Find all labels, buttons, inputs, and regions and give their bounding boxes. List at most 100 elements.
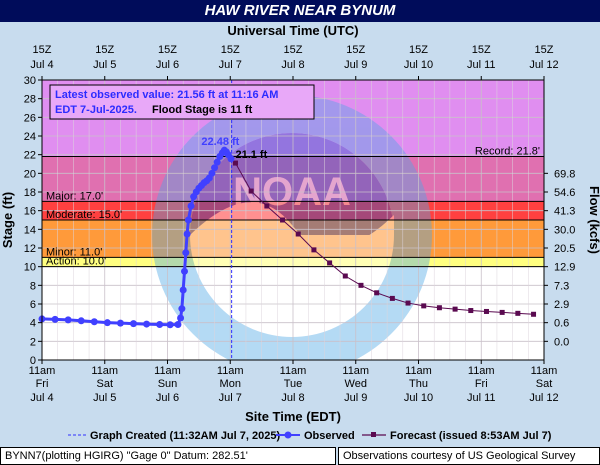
forecast-point: [374, 290, 380, 296]
observed-point: [180, 267, 188, 275]
observed-point: [103, 319, 111, 327]
forecast-point: [499, 309, 505, 315]
x-tick-day: Thu: [409, 378, 428, 390]
y-tick-label: 4: [30, 318, 36, 330]
y-axis-title: Stage (ft): [0, 192, 15, 248]
observed-point: [179, 286, 187, 294]
observed-point: [208, 169, 216, 177]
x2-tick-time: 15Z: [221, 44, 240, 56]
x2-tick-time: 15Z: [33, 44, 52, 56]
flow-tick-label: 54.6: [554, 187, 575, 199]
noaa-emblem: NOAA: [152, 95, 432, 360]
x-tick-date: Jul 6: [156, 392, 179, 404]
forecast-point: [248, 188, 254, 194]
flow-tick-label: 0.6: [554, 318, 569, 330]
x-tick-time: 11am: [29, 365, 56, 377]
observed-point: [227, 155, 235, 163]
observed-peak-label: 22.48 ft: [201, 136, 239, 148]
x-tick-time: 11am: [280, 365, 307, 377]
x2-tick-date: Jul 7: [219, 59, 242, 71]
x-axis-title: Site Time (EDT): [245, 409, 341, 424]
forecast-point: [468, 308, 474, 314]
emblem-upper-half: [190, 133, 394, 235]
y-tick-label: 12: [24, 243, 36, 255]
emblem-gull: [190, 202, 394, 248]
threshold-lines: Record: 21.8' Major: 17.0' Moderate: 15.0'…: [42, 80, 544, 360]
latest-value-line2: EDT 7-Jul-2025.: [55, 104, 137, 116]
flow-tick-label: 69.8: [554, 168, 575, 180]
observed-point: [178, 305, 186, 313]
threshold-label-moderate: Moderate: 15.0': [46, 209, 122, 221]
flow-tick-label: 7.3: [554, 280, 569, 292]
y-tick-label: 16: [24, 206, 36, 218]
x-tick-date: Jul 10: [404, 392, 433, 404]
forecast-point: [295, 231, 301, 237]
x-tick-time: 11am: [217, 365, 244, 377]
y-tick-label: 10: [24, 262, 36, 274]
forecast-point: [342, 273, 348, 279]
x2-tick-date: Jul 10: [404, 59, 433, 71]
chart-title: HAW RIVER NEAR BYNUM: [204, 2, 396, 19]
x-tick-day: Sat: [96, 378, 113, 390]
forecast-point: [280, 217, 286, 223]
x-tick-time: 11am: [405, 365, 432, 377]
x-tick-time: 11am: [154, 365, 181, 377]
x2-tick-date: Jul 8: [281, 59, 304, 71]
flood-stage-text: Flood Stage is 11 ft: [152, 104, 253, 116]
threshold-label-major: Major: 17.0': [46, 190, 103, 202]
flow-tick-label: 12.9: [554, 262, 575, 274]
observed-point: [77, 317, 85, 325]
x2-tick-time: 15Z: [158, 44, 177, 56]
x2-tick-time: 15Z: [409, 44, 428, 56]
forecast-point: [311, 247, 317, 253]
observed-point: [183, 230, 191, 238]
x-tick-day: Wed: [345, 378, 367, 390]
footer-courtesy: Observations courtesy of US Geological S…: [338, 447, 600, 465]
chart-axes: 02468101214161820222426283069.854.641.33…: [0, 23, 600, 424]
x2-tick-date: Jul 9: [344, 59, 367, 71]
observed-point: [166, 321, 174, 329]
x2-tick-time: 15Z: [472, 44, 491, 56]
observed-point: [177, 314, 185, 322]
latest-value-box: Latest observed value: 21.56 ft at 11:16…: [49, 84, 315, 120]
forecast-series: [232, 160, 537, 317]
threshold-label-record: Record: 21.8': [475, 146, 540, 158]
x-tick-date: Jul 5: [93, 392, 116, 404]
x2-axis-title: Universal Time (UTC): [227, 23, 358, 38]
x-tick-day: Sun: [158, 378, 178, 390]
forecast-point: [389, 295, 395, 301]
observed-point: [143, 320, 151, 328]
flow-tick-label: 20.5: [554, 243, 575, 255]
forecast-line: [235, 162, 534, 315]
y-tick-label: 6: [30, 299, 36, 311]
threshold-label-action: Action: 10.0': [46, 256, 106, 268]
observed-point: [116, 319, 124, 327]
y-tick-label: 14: [24, 224, 36, 236]
y-tick-label: 30: [24, 75, 36, 87]
forecast-point: [405, 300, 411, 306]
flow-tick-label: 41.3: [554, 206, 575, 218]
forecast-point: [358, 282, 364, 288]
x2-tick-date: Jul 11: [467, 59, 496, 71]
forecast-point: [452, 306, 458, 312]
observed-point: [184, 216, 192, 224]
x-tick-date: Jul 12: [529, 392, 558, 404]
y-tick-label: 2: [30, 336, 36, 348]
x-tick-day: Mon: [220, 378, 241, 390]
forecast-point: [515, 310, 521, 316]
x-tick-time: 11am: [468, 365, 495, 377]
x2-tick-date: Jul 4: [30, 59, 53, 71]
x-tick-date: Jul 4: [30, 392, 53, 404]
threshold-label-minor: Minor: 11.0': [46, 246, 102, 258]
x2-tick-time: 15Z: [535, 44, 554, 56]
y-tick-label: 26: [24, 112, 36, 124]
legend: Graph Created (11:32AM Jul 7, 2025) Obse…: [68, 430, 552, 442]
observed-point: [211, 164, 219, 172]
x2-tick-time: 15Z: [284, 44, 303, 56]
x-tick-day: Fri: [475, 378, 488, 390]
emblem-inner-disc: [190, 133, 394, 337]
observed-series: [38, 146, 235, 329]
observed-point: [213, 158, 221, 166]
x-tick-time: 11am: [342, 365, 369, 377]
